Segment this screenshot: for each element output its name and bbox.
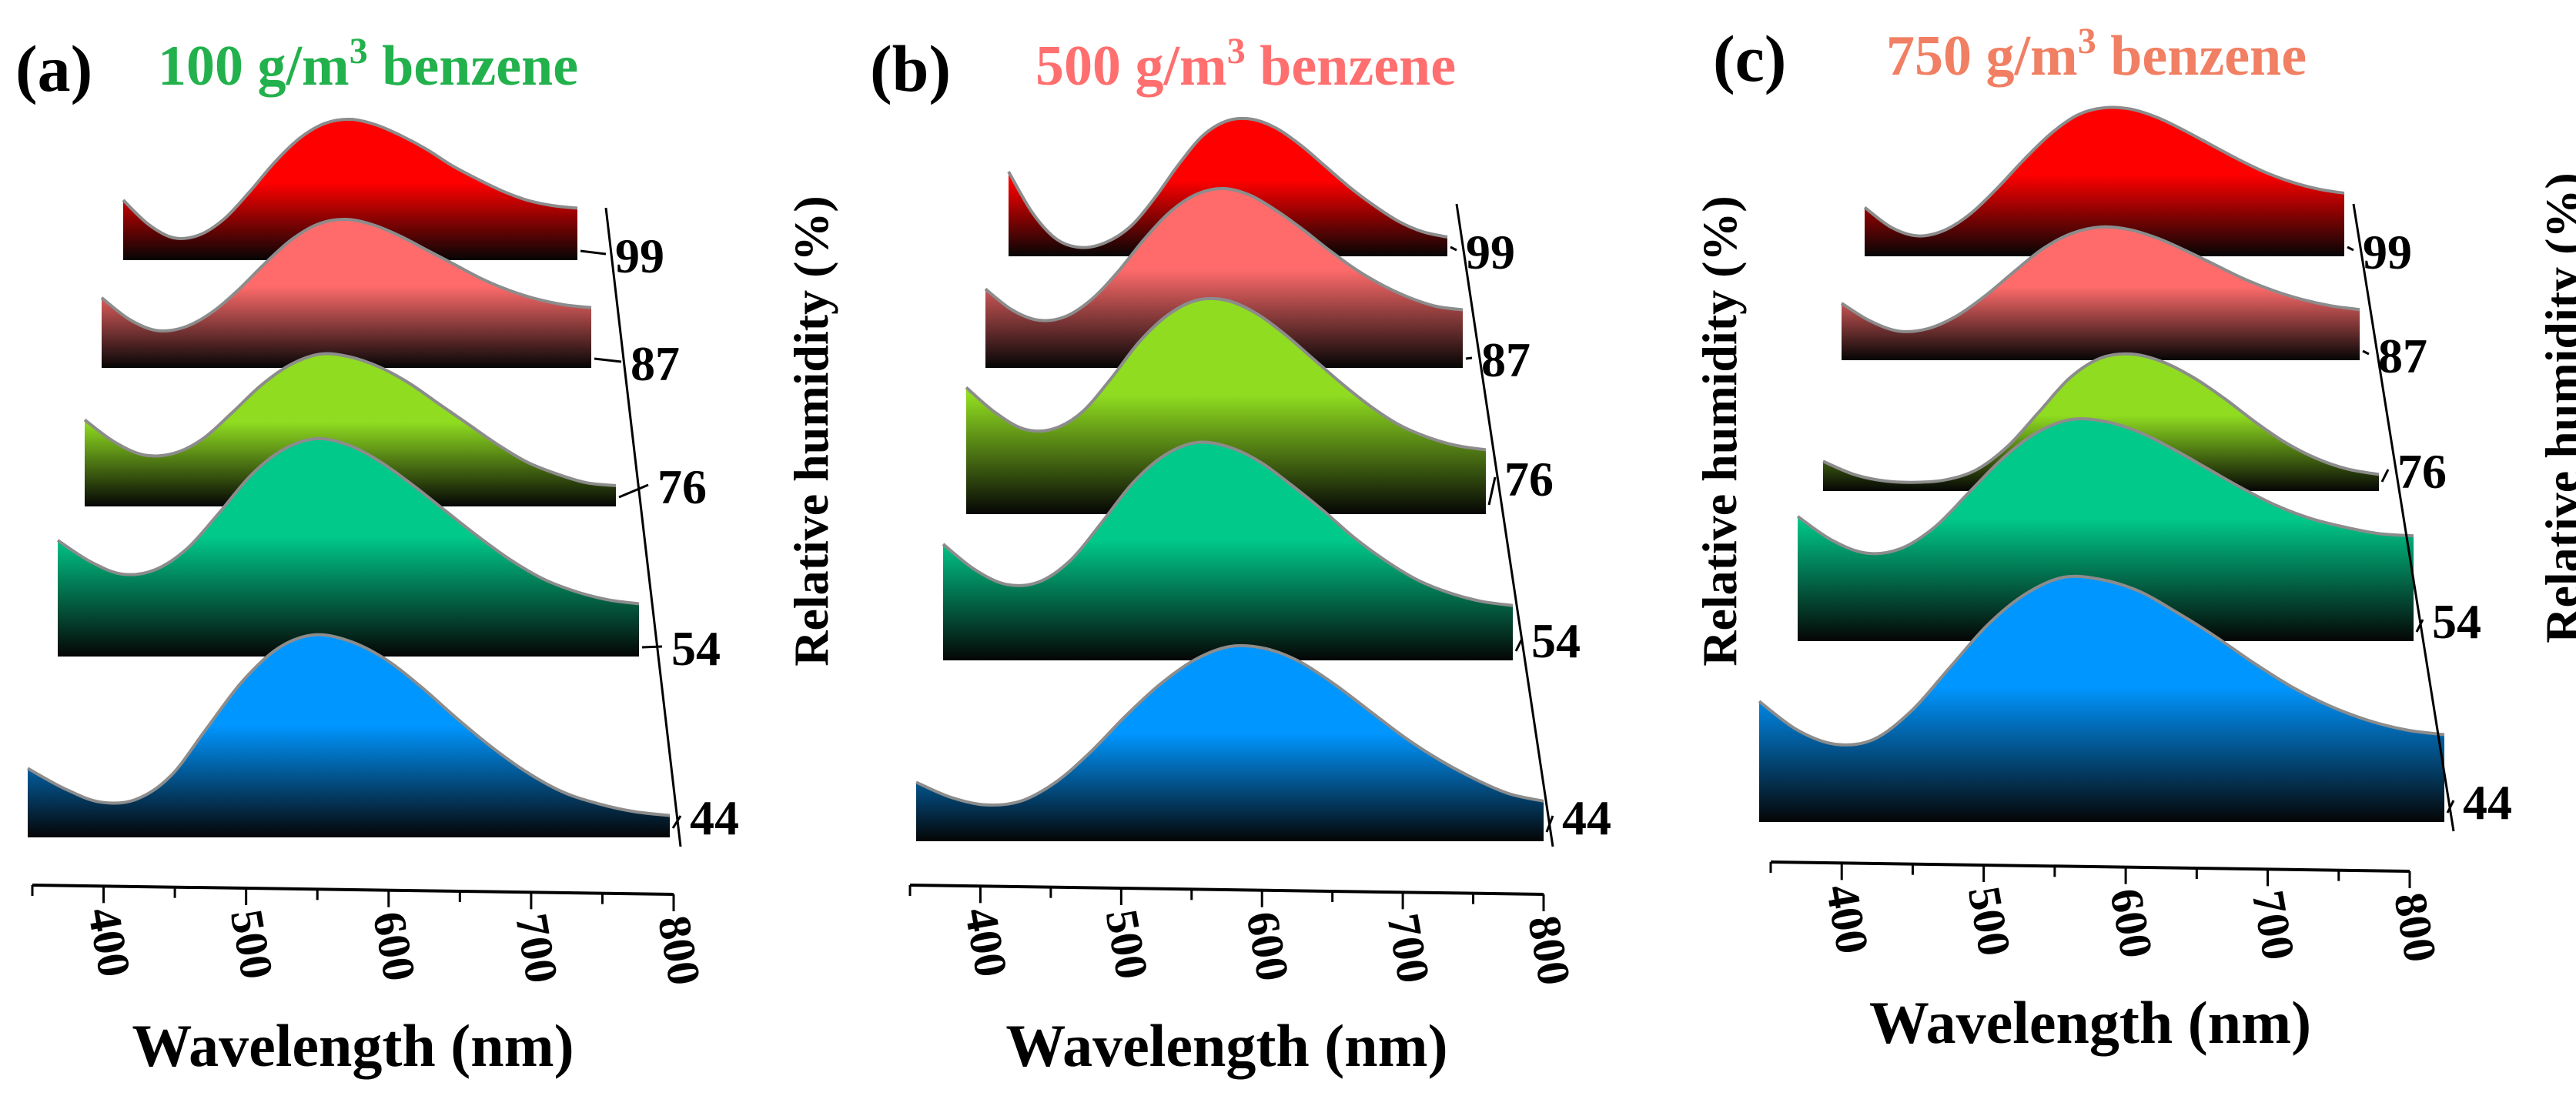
wavelength-tick-label: 500 (1096, 906, 1159, 983)
humidity-tick-label: 54 (1531, 613, 1581, 668)
ribbon-ridge-rh-87 (984, 186, 1464, 322)
ribbon-rh-54 (943, 442, 1513, 660)
ribbon-rh-99 (123, 119, 577, 260)
x-axis-label: Wavelength (nm) (132, 1012, 574, 1079)
humidity-axis-line (1455, 203, 1554, 847)
wavelength-tick-label: 500 (221, 906, 283, 983)
humidity-tick-mark (1487, 476, 1497, 506)
wavelength-tick-label: 800 (1518, 912, 1581, 989)
ribbon-rh-76 (966, 298, 1486, 514)
wavelength-tick-label: 700 (2243, 887, 2305, 964)
x-axis-label: Wavelength (nm) (1005, 1012, 1447, 1079)
wavelength-tick-label: 400 (955, 904, 1018, 981)
humidity-tick-label: 87 (2378, 329, 2427, 383)
humidity-tick-label: 44 (1562, 790, 1611, 845)
ribbon-ridge-rh-76 (1822, 352, 2380, 484)
panel-title: 100 g/m3 benzene (158, 31, 578, 98)
humidity-tick-mark (2347, 246, 2354, 252)
y-axis-label: Relative humidity (%) (784, 195, 838, 667)
panel-b: (b) 500 g/m3 benzene 99 87 76 54 44 400 500 600 70… (870, 31, 1747, 1079)
humidity-tick-mark (580, 249, 607, 256)
ribbon-rh-76 (85, 353, 616, 506)
y-axis-label: Relative humidity (%) (2535, 172, 2576, 643)
panel-label: (c) (1713, 22, 1786, 95)
panel-a: (a) 100 g/m3 benzene 99 87 76 54 44 400 500 600 70… (15, 31, 838, 1079)
x-axis-label: Wavelength (nm) (1869, 989, 2311, 1056)
panel-c: (c) 750 g/m3 benzene 99 87 76 54 44 400 500 600 70… (1713, 21, 2576, 1056)
humidity-tick-label: 99 (1466, 225, 1515, 279)
ribbon-rh-99 (1865, 107, 2344, 256)
humidity-tick-label: 76 (657, 459, 707, 514)
wavelength-axis-line (909, 884, 1544, 896)
humidity-tick-label: 87 (631, 336, 680, 391)
wavelength-tick-label: 700 (1377, 910, 1440, 987)
humidity-tick-label: 99 (2363, 225, 2412, 279)
ribbon-rh-87 (985, 188, 1463, 368)
wavelength-tick-label: 400 (79, 904, 141, 981)
humidity-tick-label: 54 (671, 621, 721, 676)
wavelength-tick-label: 600 (1236, 907, 1299, 984)
ribbon-ridge-rh-54 (1796, 417, 2414, 556)
ribbon-ridge-rh-44 (1758, 574, 2445, 747)
panel-title: 750 g/m3 benzene (1886, 21, 2307, 88)
ribbon-ridge-rh-87 (100, 217, 592, 333)
humidity-axis-line (2352, 203, 2455, 832)
humidity-tick-label: 76 (1504, 452, 1554, 506)
ribbon-rh-87 (102, 219, 591, 368)
humidity-tick-mark (2362, 349, 2370, 356)
humidity-tick-label: 76 (2397, 444, 2447, 499)
humidity-tick-label: 87 (1481, 332, 1531, 387)
ribbon-ridge-rh-99 (1007, 116, 1448, 249)
wavelength-tick-label: 700 (506, 910, 568, 987)
humidity-tick-mark (594, 357, 622, 363)
wavelength-tick-label: 500 (1959, 883, 2021, 960)
wavelength-axis-line (32, 884, 674, 896)
humidity-tick-label: 44 (690, 790, 739, 845)
ribbon-ridge-rh-76 (965, 296, 1487, 452)
humidity-tick-label: 54 (2432, 594, 2481, 649)
ribbon-ridge-rh-76 (83, 352, 617, 487)
ribbon-rh-87 (1842, 226, 2360, 360)
y-axis-label: Relative humidity (%) (1692, 195, 1747, 667)
humidity-tick-label: 44 (2463, 775, 2512, 830)
wavelength-axis-line (1770, 860, 2410, 873)
ribbon-ridge-rh-44 (915, 643, 1544, 807)
ribbon-rh-44 (28, 634, 670, 837)
ribbon-ridge-rh-99 (122, 117, 578, 240)
wavelength-tick-label: 800 (648, 912, 711, 989)
ribbon-ridge-rh-99 (1863, 105, 2345, 238)
panel-title: 500 g/m3 benzene (1035, 31, 1456, 98)
humidity-tick-mark (1465, 356, 1473, 360)
wavelength-tick-label: 600 (363, 907, 426, 984)
humidity-tick-mark (1450, 246, 1457, 252)
ribbon-rh-54 (1798, 419, 2414, 641)
wavelength-tick-label: 600 (2100, 884, 2163, 961)
ribbon-ridge-rh-54 (942, 440, 1514, 607)
ribbon-rh-44 (1759, 576, 2444, 822)
wavelength-tick-label: 400 (1816, 880, 1878, 957)
humidity-tick-mark (618, 483, 649, 499)
ribbon-ridge-rh-87 (1840, 225, 2360, 333)
humidity-tick-mark (2380, 469, 2390, 483)
humidity-tick-label: 99 (615, 229, 664, 283)
ribbon-rh-44 (916, 645, 1544, 841)
ribbon-ridge-rh-44 (27, 633, 671, 817)
panel-label: (b) (870, 32, 951, 105)
humidity-axis-line (604, 207, 682, 847)
ribbon-rh-54 (58, 438, 639, 657)
panel-label: (a) (15, 32, 92, 105)
ribbon-ridge-rh-54 (56, 436, 640, 606)
wavelength-tick-label: 800 (2384, 889, 2447, 966)
